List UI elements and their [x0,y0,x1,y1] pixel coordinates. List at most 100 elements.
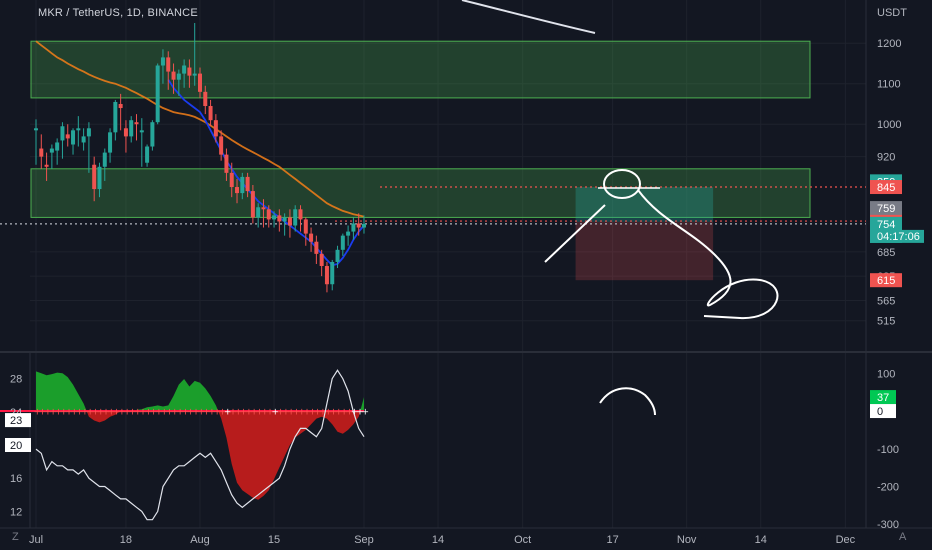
zero-cross: + [187,408,195,418]
zero-cross: + [134,408,142,418]
price-tick-label: 515 [877,316,895,328]
zero-cross: + [176,408,184,418]
hand-drawings[interactable] [461,0,779,416]
candle-body [261,207,266,210]
zero-cross: + [86,408,94,418]
candle-body [123,128,128,137]
zero-cross: + [330,408,338,418]
indicator-left-tag-label: 23 [10,415,22,427]
candlesticks [34,22,366,293]
zero-cross: + [182,408,190,418]
zero-cross: + [324,408,332,418]
zero-cross: + [250,408,258,418]
zero-cross: + [192,408,200,418]
zero-cross: + [55,408,63,418]
zero-cross: + [44,408,52,418]
zero-cross: + [261,408,269,418]
candle-body [113,101,118,133]
candle-body [224,154,229,173]
trend-line-drawing[interactable] [461,0,596,34]
indicator-left-tick: 28 [10,374,22,386]
price-tick-label: 1000 [877,119,901,131]
candle-body [346,231,351,236]
candle-body [282,217,287,222]
oscillator-arc-drawing[interactable] [599,387,656,416]
auto-scale-icon[interactable]: A [899,531,907,543]
time-tick-label: 17 [606,534,618,546]
candle-body [176,73,181,80]
candle-body [92,164,97,190]
zero-cross: + [34,408,42,418]
time-tick-label: 18 [120,534,132,546]
zero-cross: + [356,408,364,418]
grid [0,0,932,529]
candle-body [287,217,292,226]
histogram-positive [36,371,364,412]
price-tick-label: 920 [877,152,895,164]
zero-cross: + [298,408,306,418]
indicator-right-tick: -100 [877,444,899,456]
indicator-left-tag [5,438,31,452]
zero-cross: + [203,408,211,418]
uptrend-line-drawing[interactable] [544,204,606,263]
price-tick-label: 685 [877,247,895,259]
zero-cross: + [76,408,84,418]
candle-body [65,134,70,139]
time-tick-label: Nov [677,534,697,546]
candle-body [139,130,144,133]
candle-body [145,146,150,163]
price-tag [870,201,902,216]
circle-drawing[interactable] [603,169,641,199]
candle-body [81,136,86,143]
zero-cross: + [282,408,290,418]
price-tag-label: 845 [877,182,895,194]
histogram-negative [86,411,361,500]
zero-cross: + [171,408,179,418]
indicator-left-tick: 12 [10,506,22,518]
zero-cross: + [208,408,216,418]
candle-body [182,65,187,74]
projection-path-drawing[interactable] [637,189,779,320]
candle-body [150,122,155,147]
loss-zone [575,221,714,281]
timezone-icon[interactable]: Z [12,531,19,543]
zero-cross: + [118,408,126,418]
candle-body [187,67,192,76]
price-tick-label: 1100 [877,79,901,91]
candle-body [235,187,240,194]
zero-cross: + [97,408,105,418]
dotted-price-levels [0,186,866,225]
candle-body [49,148,54,153]
candle-body [303,219,308,234]
indicator-right-tick: -300 [877,519,899,531]
candle-body [118,103,123,109]
zero-cross: + [309,408,317,418]
zero-cross: + [266,408,274,418]
zero-cross: + [351,408,359,418]
candle-body [86,128,91,137]
sr-zone [30,168,811,218]
price-tick-label: 565 [877,295,895,307]
candle-body [240,176,245,194]
candle-body [60,126,65,141]
candle-body [319,253,324,267]
zero-cross: + [71,408,79,418]
time-tick-label: 15 [268,534,280,546]
candle-body [250,191,255,218]
zero-cross: + [129,408,137,418]
zero-cross: + [150,408,158,418]
candle-body [108,132,113,153]
zero-cross: + [319,408,327,418]
candle-body [229,172,234,188]
candle-body [97,166,102,190]
candle-body [314,241,319,254]
candle-body [160,57,165,66]
long-position-tool[interactable] [575,187,714,281]
zero-cross: + [335,408,343,418]
indicator-right-tag [870,390,896,405]
zero-cross: + [235,408,243,418]
zero-cross: + [287,408,295,418]
price-tag-label: 615 [877,275,895,287]
